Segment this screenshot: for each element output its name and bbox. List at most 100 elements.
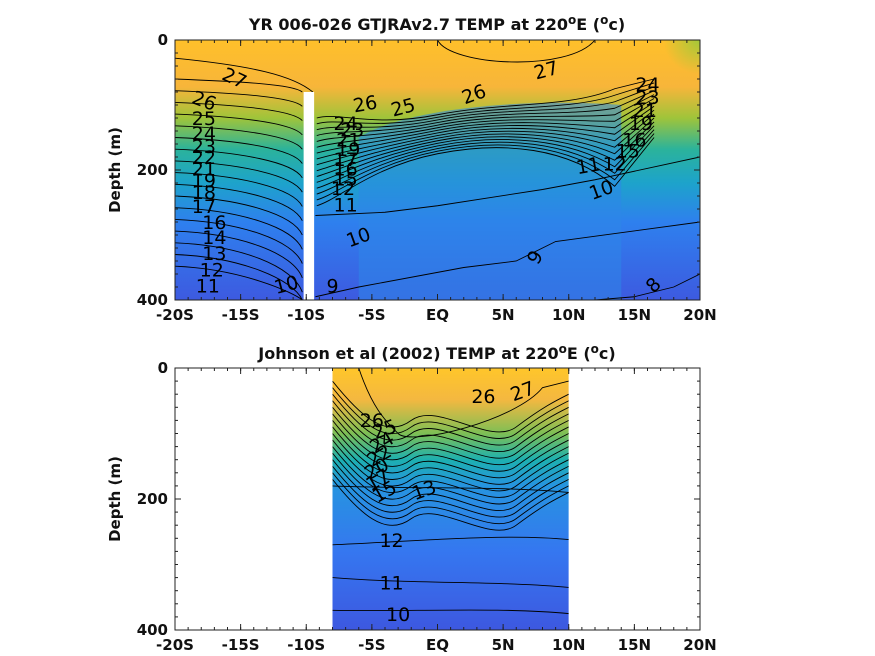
contour-line <box>316 121 655 183</box>
contour-label: 24 <box>635 74 659 96</box>
contour-line <box>175 230 303 279</box>
contour-line <box>316 94 655 142</box>
contour-label: 15 <box>334 168 358 190</box>
contour-line <box>175 242 303 293</box>
contour-line <box>175 78 303 93</box>
contour-line <box>175 254 303 300</box>
x-tick-label: EQ <box>426 636 449 654</box>
contour-line <box>175 148 303 179</box>
contour-line <box>332 536 569 546</box>
contour-line <box>332 479 569 531</box>
contour-label: 17 <box>334 149 358 171</box>
contour-line <box>332 465 569 518</box>
contour-label: 19 <box>629 113 653 135</box>
contour-label: 16 <box>202 212 226 234</box>
x-tick-label: -5S <box>358 306 385 324</box>
contour-line <box>332 485 569 493</box>
contour-line <box>358 368 569 438</box>
x-tick-label: -20S <box>156 636 194 654</box>
contour-label: 18 <box>192 182 216 204</box>
contour-line <box>175 183 303 221</box>
contour-line <box>315 221 700 298</box>
axis-ticks-bottom: -20S -15S -10S -5S EQ 5N 10N 15N 20N 0 200 400 <box>137 359 717 654</box>
x-tick-label: -10S <box>287 306 325 324</box>
contour-label: 12 <box>331 178 355 200</box>
contour-line <box>332 413 569 466</box>
contour-label: 11 <box>196 276 220 298</box>
x-tick-label: -5S <box>358 636 385 654</box>
x-tick-label: 5N <box>492 306 515 324</box>
y-tick-label: 0 <box>158 359 168 377</box>
x-tick-label: -15S <box>222 306 260 324</box>
contour-line <box>316 117 655 177</box>
contour-label: 9 <box>326 276 338 298</box>
contour-line <box>332 446 569 498</box>
contour-lines-bottom <box>332 368 569 615</box>
y-tick-label: 0 <box>158 31 168 49</box>
y-tick-label: 400 <box>137 291 168 309</box>
x-tick-label: 20N <box>683 636 716 654</box>
ylabel-bottom: Depth (m) <box>106 456 124 542</box>
contour-label: 22 <box>192 147 216 169</box>
x-tick-label: -10S <box>287 636 325 654</box>
contour-line <box>175 113 303 136</box>
x-tick-label: -15S <box>222 636 260 654</box>
axis-ticks-top: -20S -15S -10S -5S EQ 5N 10N 15N 20N 0 200 400 <box>137 31 717 324</box>
contour-line <box>175 90 303 107</box>
contour-line <box>316 86 655 131</box>
contour-line <box>332 433 569 485</box>
contour-line <box>175 265 303 300</box>
contour-label: 10 <box>386 604 410 626</box>
contour-line <box>175 101 303 121</box>
contour-line <box>175 218 303 264</box>
contour-line <box>175 57 314 93</box>
thermocline-band-top <box>358 102 622 300</box>
contour-label: 17 <box>192 196 216 218</box>
x-tick-label: 10N <box>552 306 585 324</box>
contour-label: 16 <box>622 129 646 151</box>
data-gap-bar <box>303 92 315 300</box>
contour-label: 11 <box>334 194 358 216</box>
contour-line <box>594 273 700 300</box>
x-tick-label: 5N <box>492 636 515 654</box>
contour-label: 11 <box>575 153 603 179</box>
x-tick-label: 15N <box>618 636 651 654</box>
x-tick-label: 20N <box>683 306 716 324</box>
contour-line <box>332 420 569 472</box>
chart-title-bottom: Johnson et al (2002) TEMP at 220oE (oc) <box>257 342 615 363</box>
contour-line <box>316 133 655 201</box>
contour-line <box>316 125 655 189</box>
contour-label: 12 <box>603 153 627 175</box>
contour-line <box>316 98 655 148</box>
contour-line <box>316 90 655 136</box>
contour-line <box>332 407 569 459</box>
x-tick-label: 10N <box>552 636 585 654</box>
contour-label: 21 <box>192 159 216 181</box>
contour-line <box>437 40 596 63</box>
panel-bottom: Johnson et al (2002) TEMP at 220oE (oc) … <box>106 342 717 654</box>
contour-label: 19 <box>336 139 360 161</box>
contour-line <box>332 452 569 505</box>
contour-label: 13 <box>202 243 226 265</box>
contour-label: 11 <box>379 573 403 595</box>
chart-title-top: YR 006-026 GTJRAv2.7 TEMP at 220oE (oc) <box>248 13 625 34</box>
contour-line <box>175 125 303 150</box>
contour-label: 21 <box>633 100 657 122</box>
contour-line <box>332 426 569 479</box>
contour-label: 25 <box>192 108 216 130</box>
y-tick-label: 200 <box>137 490 168 508</box>
contour-lines-top <box>175 40 700 300</box>
contour-line <box>316 82 655 125</box>
contour-label: 23 <box>635 87 659 109</box>
contour-line <box>316 105 655 160</box>
contour-label: 12 <box>379 530 403 552</box>
contour-label: 16 <box>334 159 358 181</box>
contour-label: 19 <box>192 170 216 192</box>
y-tick-label: 200 <box>137 161 168 179</box>
contour-label: 23 <box>340 120 364 142</box>
contour-line <box>332 609 569 615</box>
x-tick-label: EQ <box>426 306 449 324</box>
contour-line <box>316 113 655 172</box>
contour-line <box>316 109 655 166</box>
ylabel-top: Depth (m) <box>106 127 124 213</box>
